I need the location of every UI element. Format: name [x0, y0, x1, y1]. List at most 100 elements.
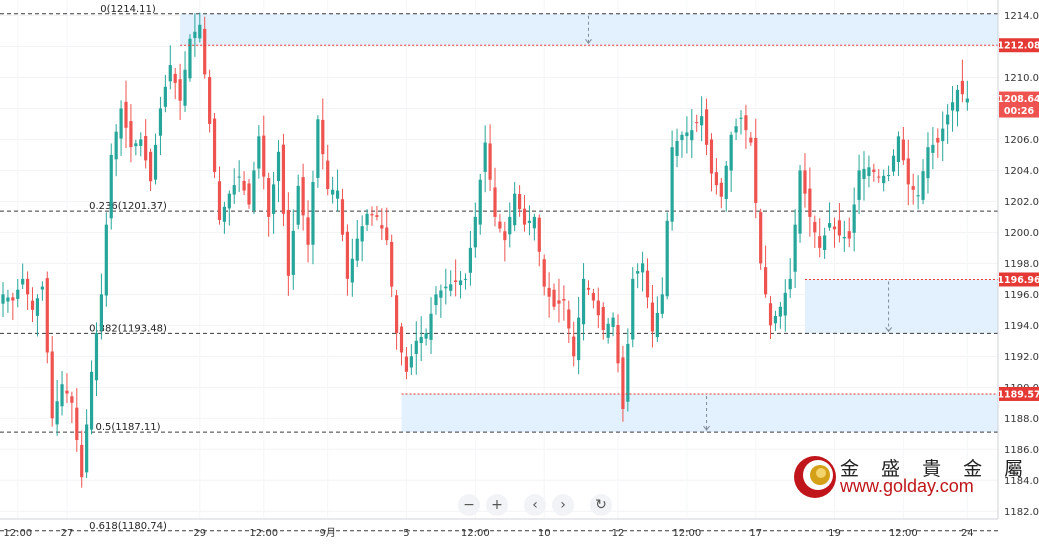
candle: [301, 163, 305, 231]
zoom-out-button[interactable]: −: [458, 494, 480, 516]
candle: [562, 285, 566, 321]
candle: [955, 84, 960, 127]
candle: [606, 318, 610, 344]
scroll-left-button[interactable]: ‹: [524, 494, 546, 516]
candle: [395, 289, 399, 350]
candle: [355, 220, 359, 268]
golday-emblem-icon: [794, 456, 836, 498]
candle: [316, 115, 320, 188]
candle: [222, 201, 226, 234]
candle: [109, 143, 113, 230]
candle: [272, 171, 276, 234]
candle: [655, 296, 659, 343]
candle: [21, 263, 25, 290]
time-axis[interactable]: 12:00 27 29 12:00 9月 5 12:00 10 12 12:00 17 19 12:00…: [3, 527, 973, 539]
candle: [837, 203, 841, 243]
candle: [276, 140, 281, 203]
candle: [404, 347, 409, 380]
candle: [326, 144, 330, 196]
price-axis[interactable]: 1182.001184.001186.001188.001190.001192.…: [1004, 11, 1039, 518]
x-tick-label: 17: [749, 528, 762, 539]
candle: [188, 34, 192, 82]
candle: [887, 165, 891, 182]
candle: [473, 202, 477, 258]
candle: [208, 69, 212, 133]
candle: [385, 207, 389, 246]
candle: [257, 125, 261, 179]
reset-chart-button[interactable]: ↻: [590, 494, 612, 516]
candle: [724, 160, 728, 212]
candle: [35, 294, 40, 337]
candle: [80, 430, 84, 488]
candle: [685, 116, 689, 154]
candle: [700, 96, 704, 142]
x-tick-label: 24: [961, 528, 974, 539]
candle: [670, 130, 674, 231]
y-tick-label: 1196.00: [1004, 290, 1039, 301]
x-tick-label: 12:00: [3, 528, 32, 539]
candle: [695, 114, 699, 132]
candle: [286, 192, 290, 296]
candle: [896, 131, 901, 177]
candle: [901, 126, 905, 165]
candle: [616, 314, 620, 373]
candle: [26, 271, 30, 310]
candle: [350, 238, 354, 297]
fib-level-label: 0.236(1201.37): [89, 201, 167, 212]
fibonacci-retracement[interactable]: 0(1214.11) 0.236(1201.37) 0.382(1193.48) 0.…: [0, 4, 998, 532]
candle: [537, 214, 541, 267]
x-tick-label: 12:00: [249, 528, 278, 539]
fib-level-label: 0(1214.11): [100, 4, 156, 15]
scroll-right-button[interactable]: ›: [552, 494, 574, 516]
candle: [719, 177, 723, 209]
x-tick-label: 27: [61, 528, 74, 539]
y-tick-label: 1204.00: [1004, 166, 1039, 177]
candle: [439, 284, 443, 318]
candle: [764, 245, 768, 298]
y-tick-label: 1206.00: [1004, 135, 1039, 146]
logo-url: www.golday.com: [840, 476, 974, 496]
measure-arrowhead: [885, 327, 892, 333]
y-tick-label: 1192.00: [1004, 352, 1039, 363]
candle: [636, 263, 640, 289]
fib-level-label: 0.5(1187.11): [95, 422, 160, 433]
candle: [296, 174, 300, 230]
candle: [960, 59, 964, 103]
candle: [468, 230, 472, 286]
zoom-in-button[interactable]: +: [486, 494, 508, 516]
candle: [759, 208, 763, 270]
candle: [414, 321, 418, 375]
candle: [139, 132, 143, 157]
candle: [104, 212, 108, 307]
candle: [449, 270, 453, 297]
candle: [645, 258, 650, 309]
candle: [498, 213, 502, 233]
candle: [921, 159, 925, 205]
candle: [882, 169, 886, 192]
candle: [242, 171, 246, 196]
measure-zone[interactable]: [401, 393, 998, 433]
measure-zone[interactable]: [804, 279, 998, 334]
candle: [203, 16, 207, 79]
candle: [434, 286, 438, 315]
measure-zones[interactable]: [180, 13, 998, 433]
candle: [124, 80, 128, 149]
candle: [675, 128, 679, 168]
measure-zone[interactable]: [180, 13, 998, 46]
x-tick-label: 29: [193, 528, 206, 539]
y-tick-label: 1202.00: [1004, 197, 1039, 208]
candle: [867, 155, 871, 188]
candle: [803, 153, 807, 208]
candle: [173, 67, 177, 100]
price-tag-lines: [180, 44, 998, 395]
candle: [911, 173, 915, 205]
candle: [577, 296, 581, 375]
candle: [340, 188, 345, 242]
candle: [754, 118, 758, 219]
golday-logo: 金 盛 貴 金 屬 www.golday.com: [792, 452, 1032, 502]
candle: [926, 132, 930, 194]
candle: [129, 104, 133, 163]
candle: [650, 284, 655, 348]
candle: [734, 118, 738, 141]
